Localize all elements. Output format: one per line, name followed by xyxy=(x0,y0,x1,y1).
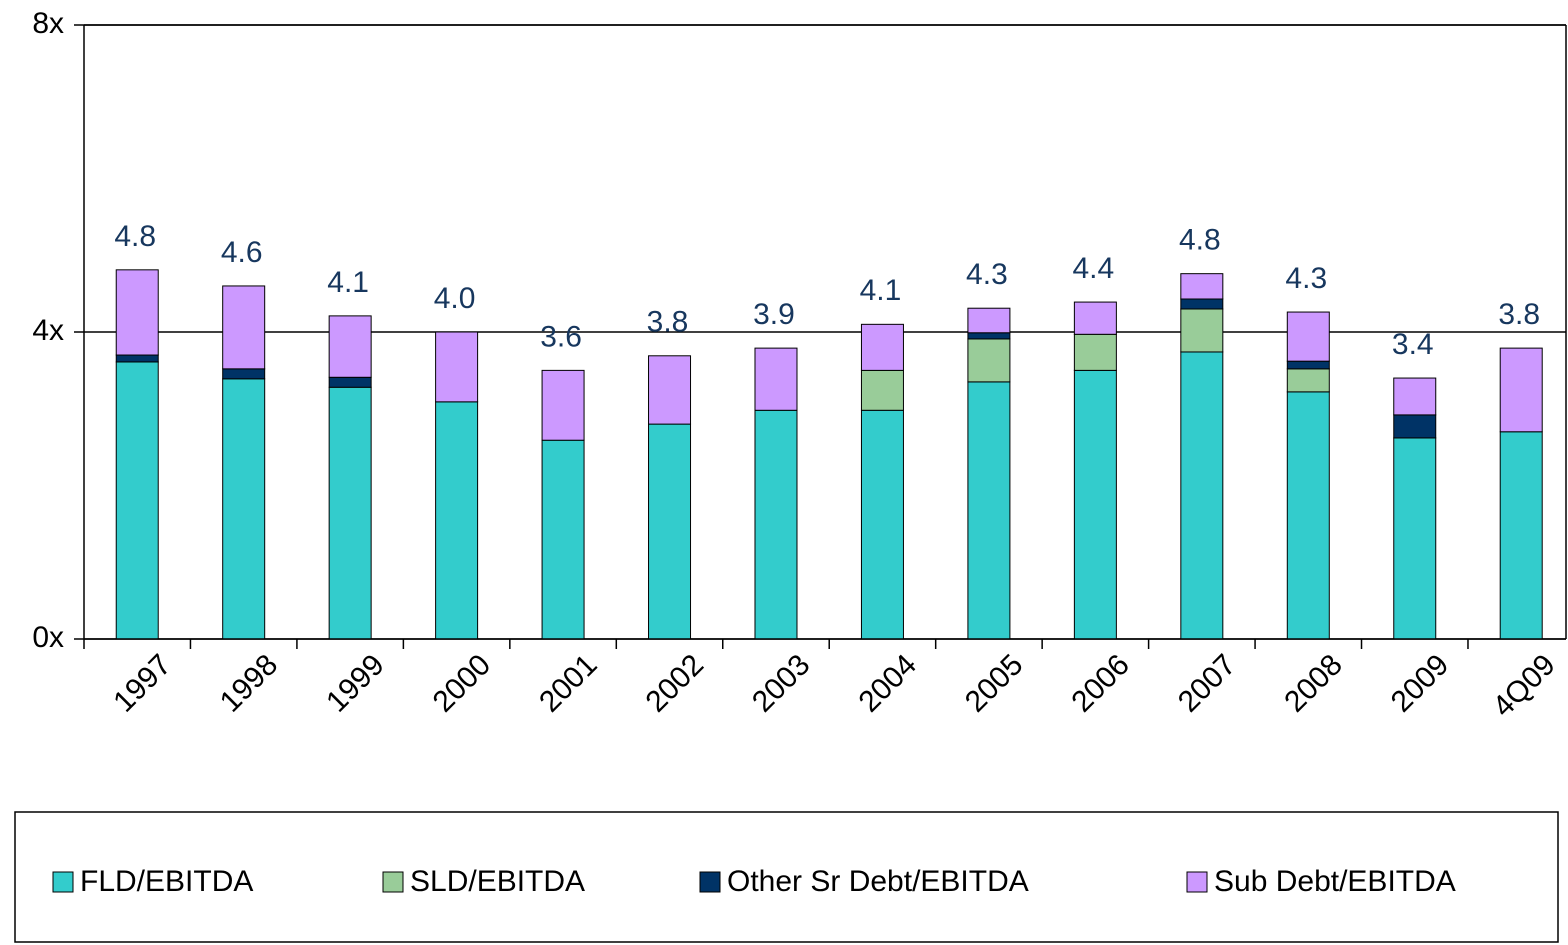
bar-segment xyxy=(1286,311,1330,362)
bar-segment xyxy=(222,378,266,640)
total-label: 4.8 xyxy=(114,220,156,253)
bar-segment xyxy=(1180,298,1224,310)
bar-segment xyxy=(541,369,585,441)
bar-segment xyxy=(1286,391,1330,640)
bar-segment xyxy=(1073,301,1117,335)
total-label: 4.1 xyxy=(860,274,902,307)
x-tick-label: 2004 xyxy=(852,648,923,719)
bar-segment xyxy=(435,331,479,403)
bar-segment xyxy=(1180,308,1224,353)
x-tick-label: 1997 xyxy=(107,648,178,719)
bar-segment xyxy=(1286,360,1330,370)
bar-segment xyxy=(328,386,372,640)
bar-segment xyxy=(222,285,266,370)
y-tick-label: 0x xyxy=(32,621,64,654)
x-tick-label: 2009 xyxy=(1385,648,1456,719)
x-tick-label: 1999 xyxy=(320,648,391,719)
legend-label: FLD/EBITDA xyxy=(80,865,253,898)
total-label: 3.9 xyxy=(753,298,795,331)
bar-segment xyxy=(115,354,159,363)
bar-segment xyxy=(1180,273,1224,300)
total-label: 4.3 xyxy=(966,258,1008,291)
bar-segment xyxy=(115,361,159,640)
legend-label: Sub Debt/EBITDA xyxy=(1214,865,1456,898)
legend-swatch xyxy=(1186,871,1208,893)
total-label: 4.1 xyxy=(327,266,369,299)
x-tick-label: 2007 xyxy=(1172,648,1243,719)
bar-segment xyxy=(328,376,372,388)
x-tick-label: 2008 xyxy=(1278,648,1349,719)
total-label: 4.0 xyxy=(434,282,476,315)
x-tick-label: 1998 xyxy=(214,648,285,719)
bar-segment xyxy=(967,332,1011,340)
x-tick-label: 2000 xyxy=(427,648,498,719)
bar-segment xyxy=(860,409,904,640)
x-tick-label: 2002 xyxy=(640,648,711,719)
legend-swatch xyxy=(382,871,404,893)
y-tick-label: 4x xyxy=(32,314,64,347)
bar-segment xyxy=(860,369,904,411)
bar-segment xyxy=(967,338,1011,383)
total-label: 4.6 xyxy=(221,236,263,269)
x-tick-label: 4Q09 xyxy=(1487,648,1562,723)
bar-segment xyxy=(967,381,1011,640)
bar-segment xyxy=(222,368,266,380)
bar-segment xyxy=(1393,437,1437,640)
bar-segment xyxy=(754,409,798,640)
bar-segment xyxy=(754,347,798,411)
total-label: 4.3 xyxy=(1285,262,1327,295)
bar-segment xyxy=(648,423,692,640)
x-tick-label: 2006 xyxy=(1065,648,1136,719)
total-label: 3.6 xyxy=(540,320,582,353)
legend-label: SLD/EBITDA xyxy=(410,865,585,898)
bar-segment xyxy=(1393,377,1437,416)
bar-segment xyxy=(648,355,692,425)
x-tick-label: 2005 xyxy=(959,648,1030,719)
bar-segment xyxy=(435,401,479,640)
bar-segment xyxy=(1499,431,1543,640)
legend-swatch xyxy=(699,871,721,893)
bar-segment xyxy=(115,269,159,356)
total-label: 4.4 xyxy=(1073,252,1115,285)
bar-segment xyxy=(860,323,904,371)
bar-segment xyxy=(1073,333,1117,371)
legend-label: Other Sr Debt/EBITDA xyxy=(727,865,1029,898)
legend-box xyxy=(14,811,1559,943)
total-label: 4.8 xyxy=(1179,224,1221,257)
x-tick-label: 2001 xyxy=(533,648,604,719)
total-label: 3.8 xyxy=(647,306,689,339)
total-label: 3.8 xyxy=(1498,298,1540,331)
total-label: 3.4 xyxy=(1392,328,1434,361)
bar-segment xyxy=(967,307,1011,334)
bar-segment xyxy=(1286,368,1330,393)
y-tick-label: 8x xyxy=(32,7,64,40)
bar-segment xyxy=(1393,414,1437,439)
bar-segment xyxy=(1073,369,1117,640)
bar-segment xyxy=(328,315,372,378)
bar-segment xyxy=(1499,347,1543,433)
legend-swatch xyxy=(52,871,74,893)
bar-segment xyxy=(1180,351,1224,640)
bar-segment xyxy=(541,439,585,640)
x-tick-label: 2003 xyxy=(746,648,817,719)
